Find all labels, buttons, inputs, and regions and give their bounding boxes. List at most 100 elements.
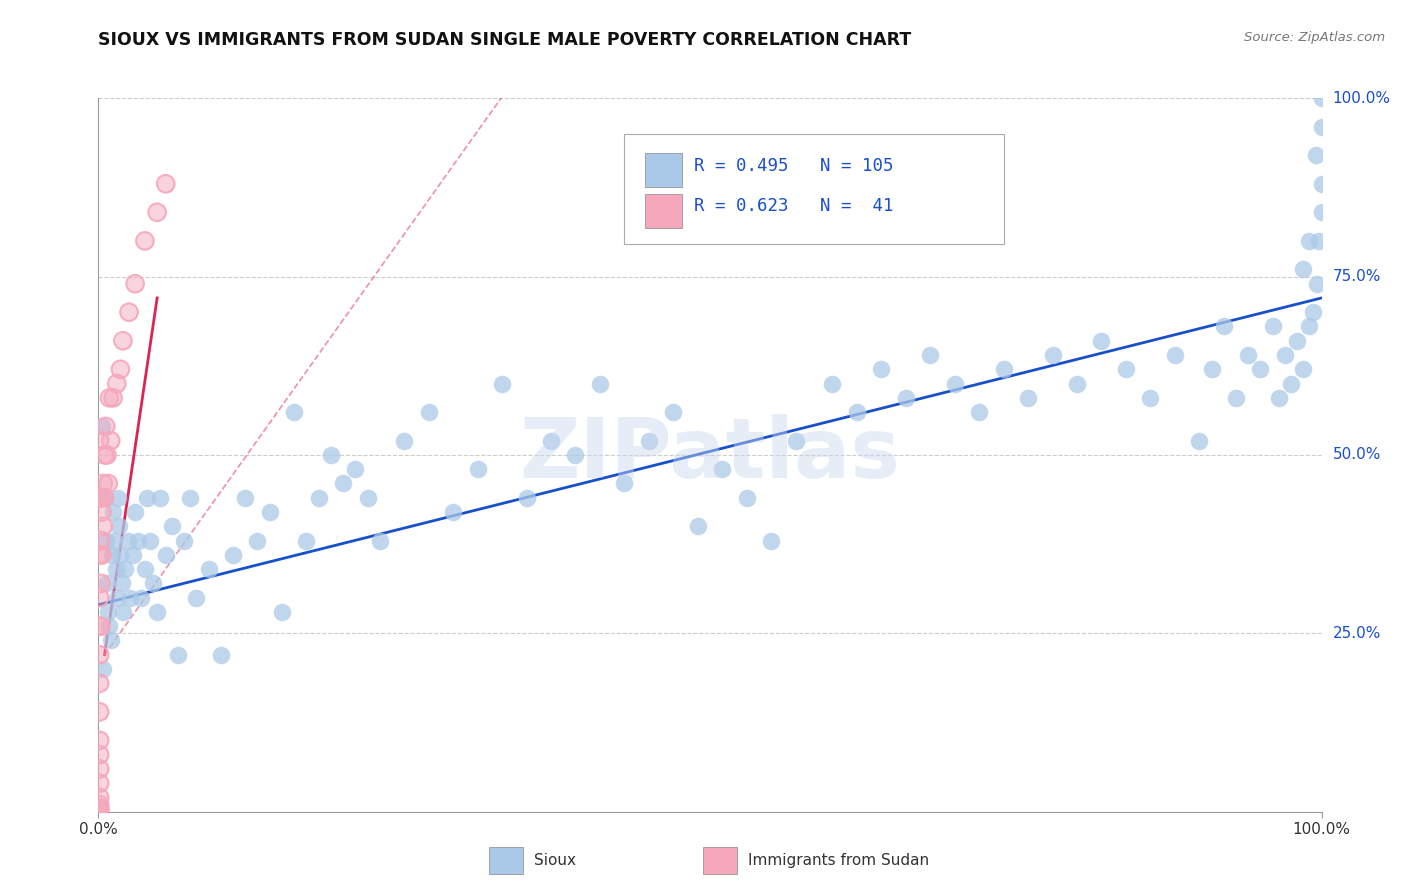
Point xyxy=(1310,205,1333,219)
Point xyxy=(120,591,142,605)
Point xyxy=(118,305,141,319)
Point xyxy=(89,762,111,776)
Point xyxy=(89,733,111,747)
Point xyxy=(89,801,111,815)
Text: Immigrants from Sudan: Immigrants from Sudan xyxy=(748,854,929,868)
Point xyxy=(1292,362,1315,376)
Point xyxy=(89,619,111,633)
Point xyxy=(101,505,124,519)
Point xyxy=(155,177,177,191)
Point xyxy=(118,305,141,319)
Point xyxy=(613,476,636,491)
Point xyxy=(93,491,115,505)
Point xyxy=(98,391,121,405)
Point xyxy=(344,462,367,476)
Point xyxy=(1298,234,1320,248)
Point xyxy=(943,376,966,391)
Point xyxy=(90,576,112,591)
Point xyxy=(1261,319,1284,334)
Point xyxy=(1298,319,1320,334)
Point xyxy=(89,776,111,790)
Point xyxy=(368,533,391,548)
Point xyxy=(97,476,120,491)
Bar xyxy=(645,153,682,187)
Point xyxy=(89,804,111,818)
Point xyxy=(1237,348,1260,362)
Point xyxy=(89,803,111,817)
Point xyxy=(1201,362,1223,376)
Point xyxy=(117,533,139,548)
Point xyxy=(101,548,124,562)
Point xyxy=(90,619,112,633)
Point xyxy=(134,562,156,576)
Point xyxy=(91,662,114,676)
Point xyxy=(1274,348,1296,362)
Point xyxy=(89,705,111,719)
Point xyxy=(167,648,190,662)
Point xyxy=(1279,376,1302,391)
Point xyxy=(89,797,111,812)
Point xyxy=(98,391,121,405)
Point xyxy=(392,434,416,448)
Point xyxy=(90,619,112,633)
Point xyxy=(283,405,305,419)
Point xyxy=(91,519,114,533)
Point xyxy=(870,362,893,376)
Point xyxy=(94,419,117,434)
Point xyxy=(93,491,115,505)
Point xyxy=(1017,391,1039,405)
Point xyxy=(111,576,134,591)
Point xyxy=(1310,177,1333,191)
Point xyxy=(96,576,118,591)
Point xyxy=(270,605,294,619)
Point xyxy=(259,505,281,519)
Point xyxy=(89,648,111,662)
Point xyxy=(110,362,132,376)
Point xyxy=(233,491,256,505)
Point xyxy=(136,491,159,505)
Point xyxy=(894,391,917,405)
Point xyxy=(1302,305,1324,319)
Point xyxy=(1090,334,1112,348)
Point xyxy=(89,648,111,662)
Point xyxy=(637,434,661,448)
Point xyxy=(91,505,114,519)
Point xyxy=(110,362,132,376)
Point xyxy=(246,533,269,548)
Point xyxy=(441,505,464,519)
Point xyxy=(93,448,115,462)
Point xyxy=(1308,234,1330,248)
Point xyxy=(319,448,342,462)
Point xyxy=(91,505,114,519)
Point xyxy=(110,548,132,562)
Point xyxy=(1139,391,1161,405)
Point xyxy=(1268,391,1291,405)
Point xyxy=(91,519,114,533)
Point xyxy=(93,491,115,505)
Point xyxy=(139,533,162,548)
Text: 100.0%: 100.0% xyxy=(1333,91,1391,105)
Point xyxy=(89,491,111,505)
Point xyxy=(111,334,134,348)
Point xyxy=(100,434,122,448)
Point xyxy=(332,476,354,491)
Point xyxy=(89,676,111,690)
Text: R = 0.495   N = 105: R = 0.495 N = 105 xyxy=(695,157,894,175)
Point xyxy=(89,762,111,776)
Point xyxy=(222,548,245,562)
Bar xyxy=(645,194,682,228)
Point xyxy=(134,234,156,248)
Text: ZIPatlas: ZIPatlas xyxy=(520,415,900,495)
Point xyxy=(589,376,612,391)
Point xyxy=(89,591,111,605)
Point xyxy=(173,533,195,548)
Point xyxy=(89,676,111,690)
Point xyxy=(356,491,378,505)
Point xyxy=(100,633,122,648)
Point xyxy=(89,548,111,562)
Point xyxy=(91,548,114,562)
Text: 25.0%: 25.0% xyxy=(1333,626,1381,640)
Point xyxy=(101,391,124,405)
Text: 50.0%: 50.0% xyxy=(1333,448,1381,462)
Point xyxy=(1212,319,1234,334)
